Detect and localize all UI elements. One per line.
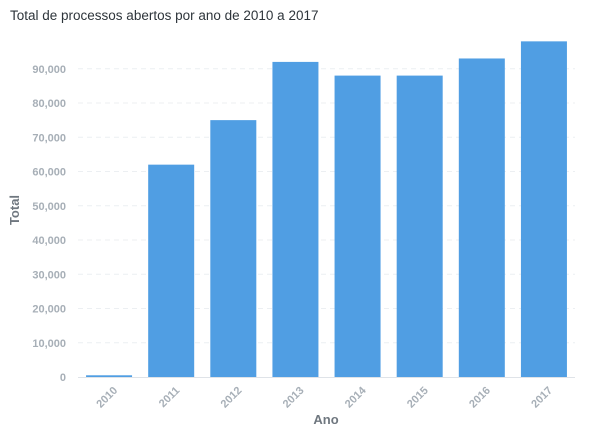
y-tick-label: 20,000 (32, 304, 66, 316)
bar-2013[interactable] (272, 61, 319, 378)
x-tick-label: 2017 (529, 385, 555, 411)
chart-title: Total de processos abertos por ano de 20… (10, 8, 319, 23)
bar-2015[interactable] (396, 75, 443, 377)
y-tick-label: 90,000 (32, 64, 66, 76)
bar-2012[interactable] (210, 120, 257, 377)
y-tick-label: 70,000 (32, 132, 66, 144)
x-tick-label: 2015 (405, 385, 431, 411)
x-tick-label: 2013 (281, 385, 307, 411)
y-axis-title: Total (7, 195, 22, 225)
x-tick-label: 2012 (219, 385, 245, 411)
y-tick-label: 10,000 (32, 338, 66, 350)
y-tick-label: 0 (60, 372, 66, 384)
x-tick-label: 2014 (343, 384, 369, 410)
bar-2014[interactable] (334, 75, 381, 377)
y-tick-label: 40,000 (32, 235, 66, 247)
x-tick-label: 2016 (467, 385, 493, 411)
x-tick-label: 2010 (94, 385, 120, 411)
y-tick-label: 60,000 (32, 167, 66, 179)
y-tick-label: 30,000 (32, 269, 66, 281)
y-tick-label: 80,000 (32, 98, 66, 110)
x-tick-labels: 2010 2011 2012 2013 2014 2015 2016 2017 (94, 384, 555, 410)
bar-2017[interactable] (520, 41, 567, 377)
bar-2010[interactable] (86, 375, 133, 377)
y-tick-label: 50,000 (32, 201, 66, 213)
x-tick-label: 2011 (157, 385, 182, 410)
x-axis-title: Ano (313, 412, 338, 427)
y-tick-labels: 0 10,000 20,000 30,000 40,000 50,000 60,000 70,… (32, 64, 66, 384)
bars (86, 41, 567, 378)
bar-2011[interactable] (148, 164, 195, 377)
bar-2016[interactable] (458, 58, 505, 377)
